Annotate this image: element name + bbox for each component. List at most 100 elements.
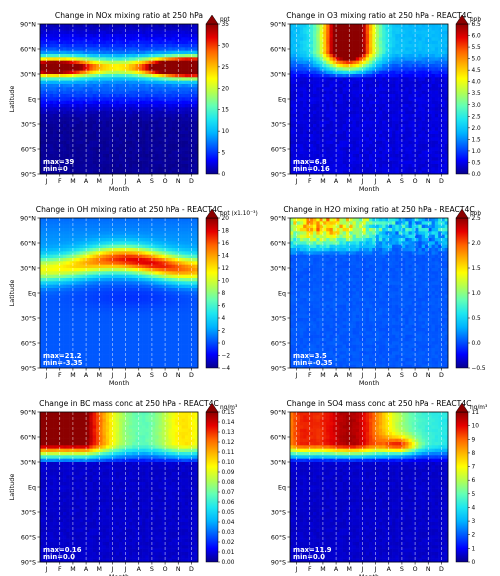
heatmap-cell: [434, 24, 439, 28]
heatmap-cell: [438, 30, 442, 35]
heatmap-cell: [161, 221, 166, 225]
heatmap-cell: [405, 44, 409, 48]
heatmap-cell: [59, 70, 64, 75]
heatmap-cell: [43, 64, 47, 68]
heatmap-cell: [375, 150, 380, 155]
heatmap-cell: [188, 90, 192, 95]
heatmap-cell: [92, 248, 97, 252]
heatmap-cell: [184, 24, 189, 28]
heatmap-cell: [138, 231, 143, 235]
heatmap-cell: [122, 80, 126, 85]
heatmap-cell: [438, 64, 442, 68]
heatmap-cell: [194, 47, 199, 51]
heatmap-cell: [181, 130, 186, 135]
heatmap-cell: [79, 140, 84, 145]
heatmap-cell: [375, 104, 380, 108]
heatmap-cell: [132, 107, 136, 111]
heatmap-cell: [89, 70, 93, 75]
heatmap-cell: [434, 127, 439, 131]
heatmap-cell: [326, 97, 330, 101]
heatmap-cell: [59, 50, 64, 55]
heatmap-cell: [174, 127, 179, 131]
heatmap-cell: [59, 44, 64, 48]
heatmap-cell: [56, 231, 61, 235]
heatmap-cell: [401, 64, 406, 68]
heatmap-cell: [428, 77, 432, 81]
heatmap-cell: [165, 77, 169, 81]
heatmap-cell: [76, 114, 80, 118]
heatmap-cell: [122, 231, 126, 235]
heatmap-cell: [408, 50, 413, 55]
heatmap-cell: [342, 144, 347, 148]
heatmap-cell: [125, 57, 130, 61]
heatmap-cell: [49, 77, 54, 81]
heatmap-cell: [125, 97, 130, 101]
heatmap-cell: [89, 224, 93, 229]
heatmap-cell: [135, 140, 140, 145]
heatmap-cell: [158, 34, 163, 38]
heatmap-cell: [46, 104, 51, 108]
heatmap-cell: [102, 124, 107, 128]
heatmap-cell: [415, 27, 419, 31]
heatmap-cell: [178, 144, 182, 148]
heatmap-cell: [345, 30, 350, 35]
heatmap-cell: [92, 70, 97, 75]
heatmap-cell: [138, 104, 143, 108]
heatmap-cell: [355, 24, 360, 28]
heatmap-cell: [418, 60, 422, 65]
heatmap-cell: [293, 24, 297, 28]
heatmap-cell: [306, 160, 311, 165]
heatmap-cell: [362, 150, 367, 155]
heatmap-cell: [92, 120, 97, 125]
heatmap-cell: [339, 134, 343, 138]
heatmap-cell: [372, 67, 376, 71]
x-tick-label: A: [137, 178, 142, 185]
heatmap-cell: [151, 64, 156, 68]
heatmap-cell: [290, 40, 294, 45]
heatmap-cell: [332, 104, 337, 108]
heatmap-cell: [355, 147, 360, 151]
heatmap-cell: [89, 40, 93, 45]
heatmap-cell: [168, 140, 172, 145]
heatmap-cell: [79, 134, 84, 138]
heatmap-cell: [392, 27, 396, 31]
heatmap-cell: [339, 117, 343, 121]
heatmap-cell: [322, 134, 327, 138]
heatmap-cell: [105, 251, 110, 255]
heatmap-cell: [171, 164, 176, 168]
heatmap-cell: [128, 100, 133, 105]
heatmap-cell: [438, 107, 442, 111]
heatmap-cell: [421, 44, 426, 48]
heatmap-cell: [194, 57, 199, 61]
heatmap-cell: [378, 57, 383, 61]
heatmap-cell: [299, 150, 304, 155]
chart-title: Change in NOx mixing ratio at 250 hPa: [55, 11, 203, 20]
heatmap-cell: [63, 57, 67, 61]
heatmap-cell: [86, 107, 90, 111]
heatmap-cell: [434, 34, 439, 38]
heatmap-cell: [408, 147, 413, 151]
heatmap-cell: [142, 37, 146, 41]
heatmap-cell: [316, 114, 320, 118]
heatmap-cell: [415, 154, 419, 158]
heatmap-cell: [342, 27, 347, 31]
heatmap-cell: [43, 54, 47, 58]
heatmap-cell: [40, 164, 44, 168]
heatmap-cell: [56, 134, 61, 138]
heatmap-cell: [303, 37, 307, 41]
heatmap-cell: [168, 127, 172, 131]
heatmap-cell: [309, 40, 314, 45]
heatmap-cell: [401, 67, 406, 71]
heatmap-cell: [444, 154, 449, 158]
heatmap-cell: [194, 110, 199, 115]
heatmap-cell: [375, 60, 380, 65]
heatmap-cell: [82, 104, 87, 108]
heatmap-cell: [345, 27, 350, 31]
heatmap-cell: [66, 84, 70, 88]
heatmap-cell: [293, 67, 297, 71]
heatmap-cell: [401, 107, 406, 111]
heatmap-cell: [428, 87, 432, 91]
heatmap-cell: [66, 150, 70, 155]
heatmap-cell: [155, 167, 159, 171]
heatmap-cell: [313, 87, 317, 91]
